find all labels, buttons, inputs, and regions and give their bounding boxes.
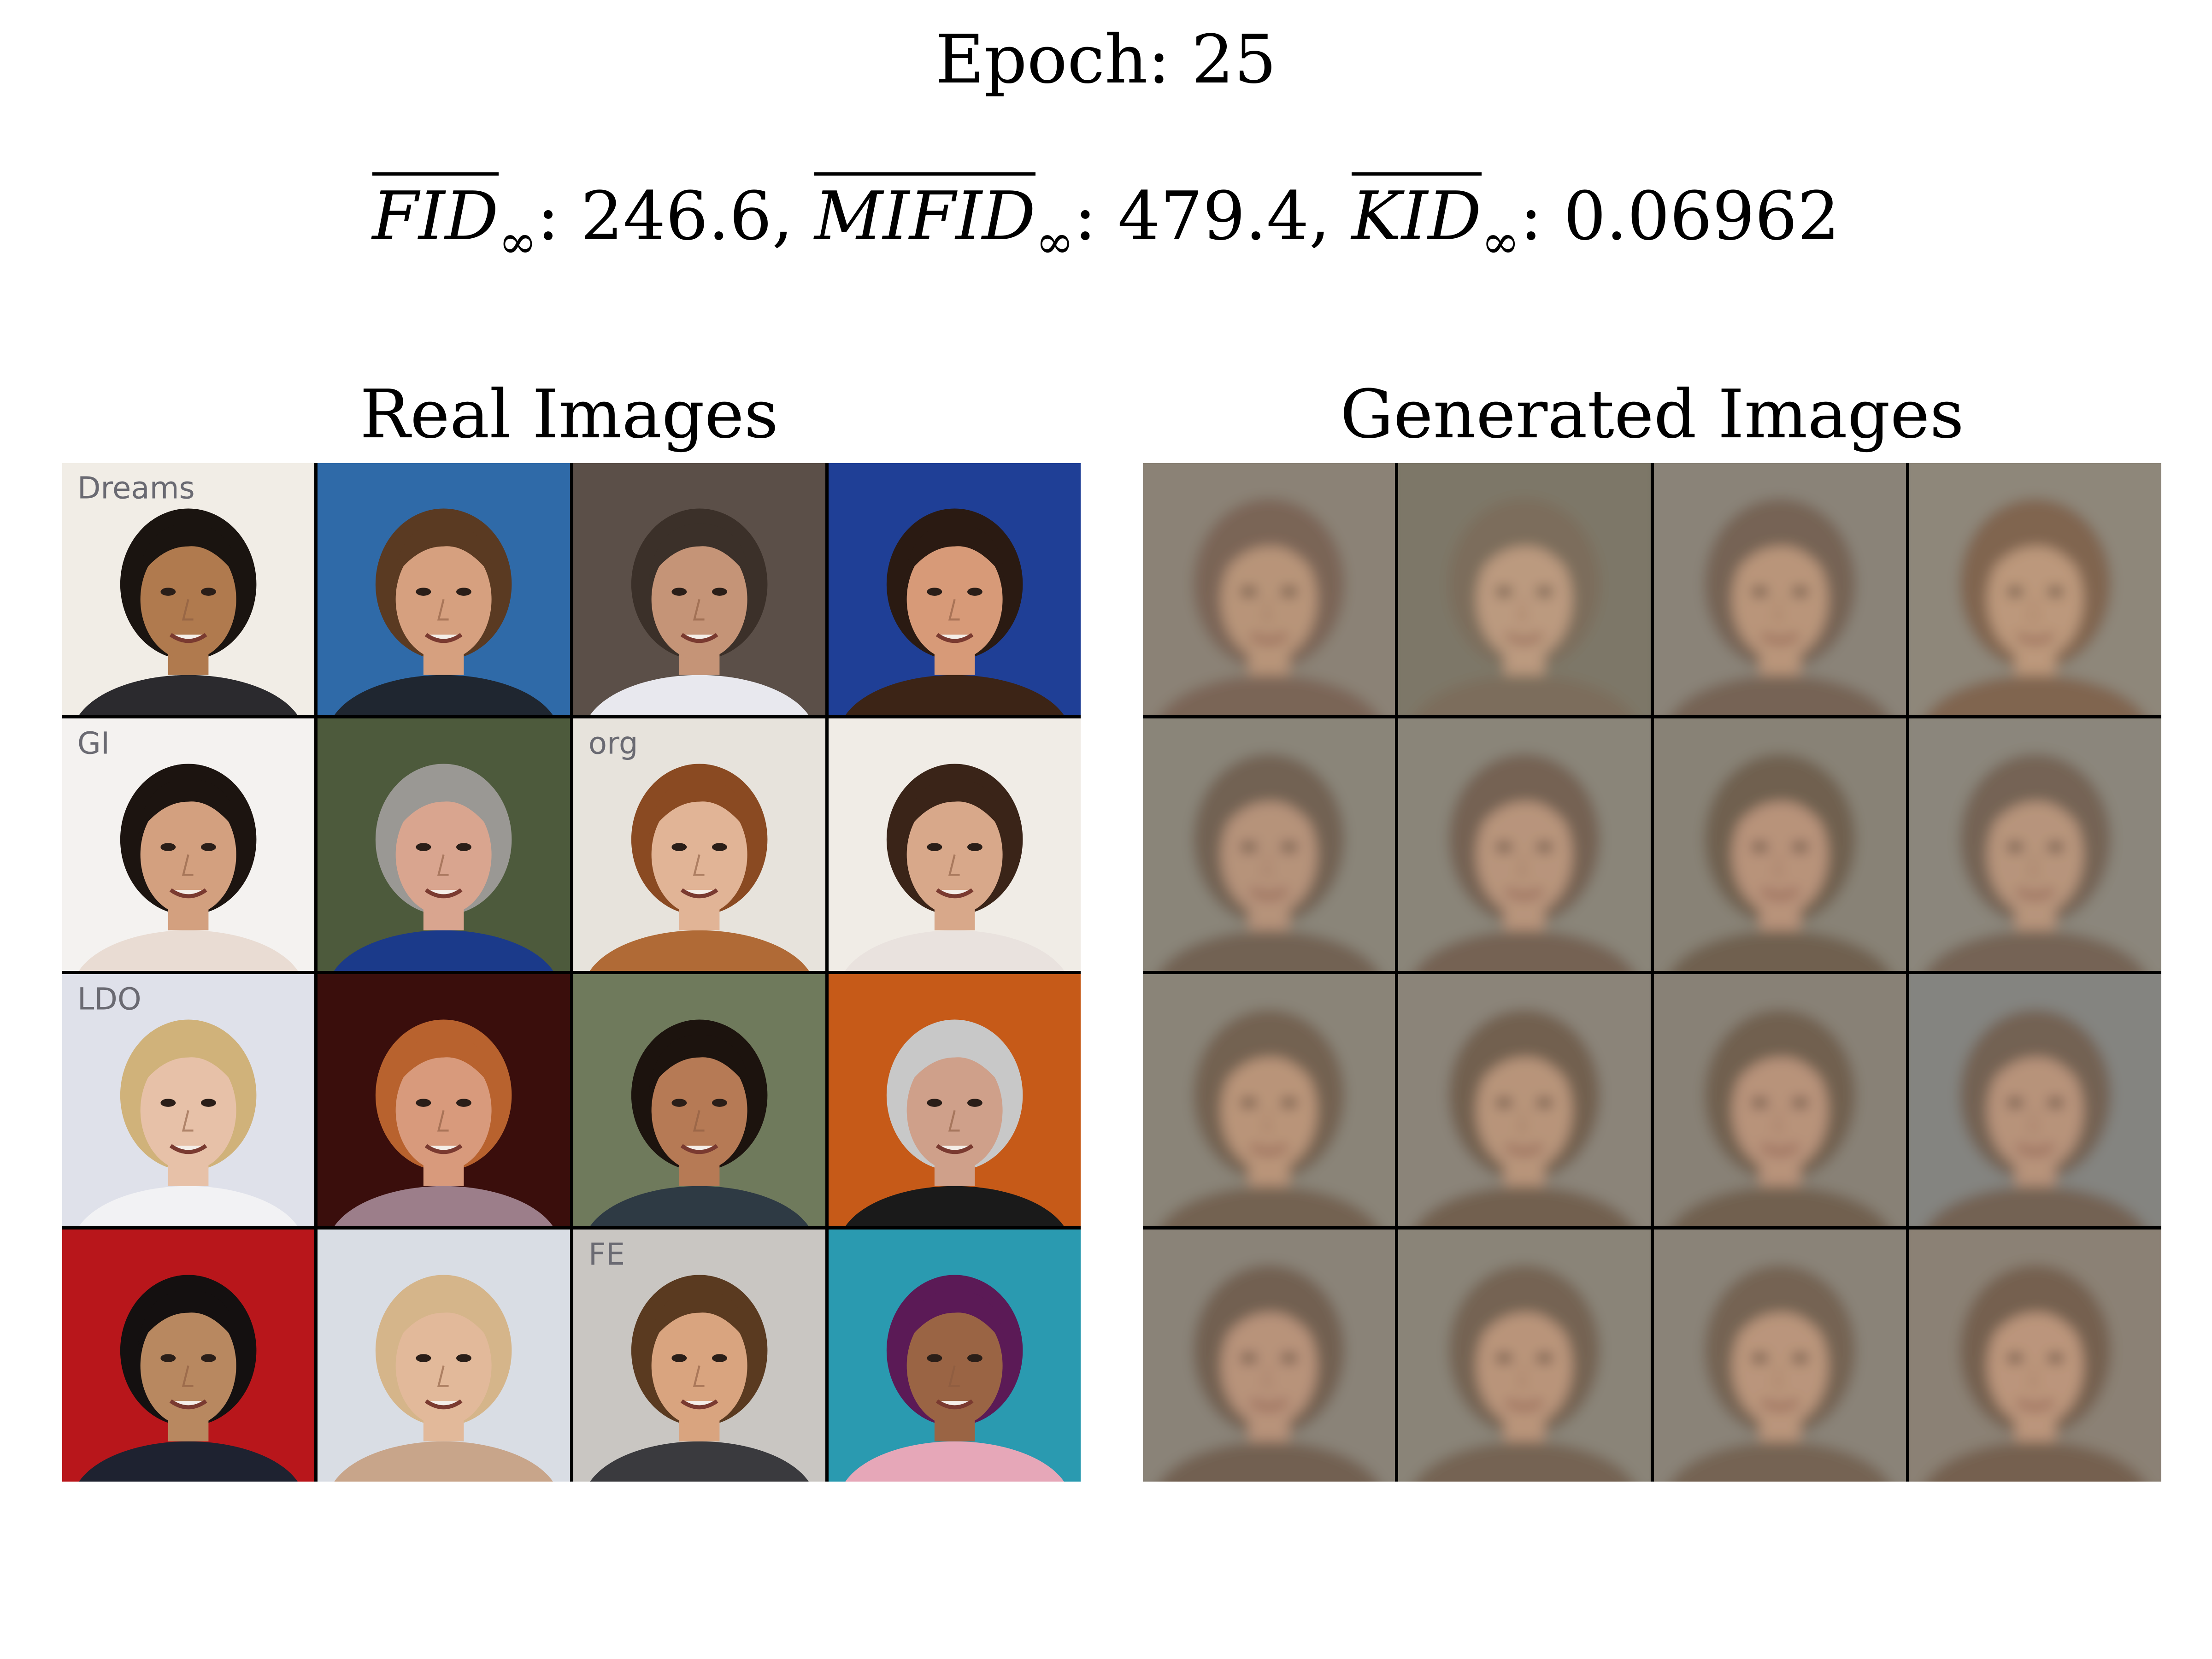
real-image-13 [62, 1229, 315, 1482]
generated-face-thumbnail [1653, 463, 1906, 716]
fid-value: : 246.6, [537, 177, 794, 255]
kid-label: KID [1351, 172, 1482, 255]
generated-face-thumbnail [1909, 1229, 2161, 1482]
metrics-line: FID∞: 246.6, MIFID∞: 479.4, KID∞: 0.0696… [0, 171, 2212, 270]
generated-image-15 [1653, 1229, 1906, 1482]
real-image-15: FE [573, 1229, 825, 1482]
real-face-thumbnail [318, 974, 570, 1226]
generated-face-thumbnail [1143, 1229, 1395, 1482]
generated-image-2 [1398, 463, 1651, 716]
generated-face-thumbnail [1398, 974, 1651, 1226]
fid-label: FID [372, 172, 499, 255]
real-face-thumbnail [828, 974, 1081, 1226]
real-images-title: Real Images [359, 376, 779, 453]
generated-image-3 [1653, 463, 1906, 716]
generated-image-9 [1143, 974, 1395, 1226]
generated-image-12 [1909, 974, 2161, 1226]
real-face-thumbnail [828, 718, 1081, 971]
real-image-9: LDO [62, 974, 315, 1226]
mifid-label: MIFID [814, 172, 1036, 255]
real-images-grid: Dreams GI org LDO FE [62, 463, 1081, 1482]
real-image-16 [828, 1229, 1081, 1482]
real-face-thumbnail [573, 463, 825, 716]
kid-subscript: ∞ [1481, 215, 1520, 269]
generated-images-title: Generated Images [1340, 376, 1964, 453]
generated-face-thumbnail [1143, 463, 1395, 716]
generated-image-10 [1398, 974, 1651, 1226]
real-image-4 [828, 463, 1081, 716]
mifid-subscript: ∞ [1035, 215, 1074, 269]
real-image-1: Dreams [62, 463, 315, 716]
fid-subscript: ∞ [498, 215, 537, 269]
generated-face-thumbnail [1398, 1229, 1651, 1482]
real-image-5: GI [62, 718, 315, 971]
real-image-2 [318, 463, 570, 716]
real-face-thumbnail [828, 463, 1081, 716]
generated-face-thumbnail [1909, 974, 2161, 1226]
background-text: GI [77, 726, 110, 761]
real-face-thumbnail: FE [573, 1229, 825, 1482]
generated-face-thumbnail [1909, 463, 2161, 716]
generated-face-thumbnail [1398, 463, 1651, 716]
generated-image-4 [1909, 463, 2161, 716]
real-face-thumbnail [62, 1229, 315, 1482]
background-text: Dreams [77, 471, 195, 506]
generated-image-8 [1909, 718, 2161, 971]
real-face-thumbnail: LDO [62, 974, 315, 1226]
generated-images-grid [1143, 463, 2161, 1482]
real-image-11 [573, 974, 825, 1226]
kid-value: : 0.06962 [1519, 177, 1840, 255]
generated-image-1 [1143, 463, 1395, 716]
real-image-14 [318, 1229, 570, 1482]
generated-image-11 [1653, 974, 1906, 1226]
generated-image-7 [1653, 718, 1906, 971]
real-face-thumbnail [318, 463, 570, 716]
background-text: FE [588, 1237, 624, 1272]
generated-image-14 [1398, 1229, 1651, 1482]
epoch-title: Epoch: 25 [935, 21, 1277, 99]
real-image-7: org [573, 718, 825, 971]
real-face-thumbnail [573, 974, 825, 1226]
real-face-thumbnail [828, 1229, 1081, 1482]
mifid-value: : 479.4, [1074, 177, 1330, 255]
real-face-thumbnail: GI [62, 718, 315, 971]
real-image-6 [318, 718, 570, 971]
generated-face-thumbnail [1143, 974, 1395, 1226]
generated-face-thumbnail [1143, 718, 1395, 971]
background-text: LDO [77, 982, 141, 1017]
generated-face-thumbnail [1398, 718, 1651, 971]
generated-image-13 [1143, 1229, 1395, 1482]
generated-image-6 [1398, 718, 1651, 971]
generated-face-thumbnail [1909, 718, 2161, 971]
real-image-3 [573, 463, 825, 716]
generated-face-thumbnail [1653, 718, 1906, 971]
background-text: org [588, 726, 638, 761]
generated-image-16 [1909, 1229, 2161, 1482]
generated-face-thumbnail [1653, 1229, 1906, 1482]
real-face-thumbnail: org [573, 718, 825, 971]
real-image-8 [828, 718, 1081, 971]
generated-face-thumbnail [1653, 974, 1906, 1226]
generated-image-5 [1143, 718, 1395, 971]
real-face-thumbnail [318, 1229, 570, 1482]
real-image-12 [828, 974, 1081, 1226]
real-image-10 [318, 974, 570, 1226]
real-face-thumbnail: Dreams [62, 463, 315, 716]
real-face-thumbnail [318, 718, 570, 971]
